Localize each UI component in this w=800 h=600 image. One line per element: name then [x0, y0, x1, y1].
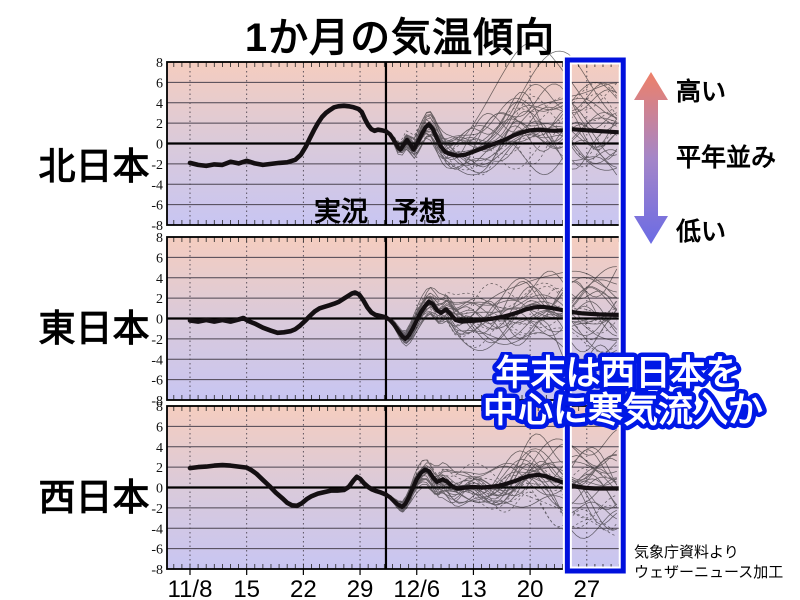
headline-banner: 年末は西日本を 中心に寒気流入か	[478, 352, 767, 434]
svg-text:-4: -4	[151, 353, 163, 368]
svg-text:-6: -6	[151, 199, 163, 214]
source-line-2: ウェザーニュース加工	[634, 564, 784, 581]
svg-text:0: 0	[156, 138, 163, 153]
legend-normal: 平年並み	[676, 144, 777, 172]
x-tick-label: 29	[347, 576, 374, 600]
svg-text:8: 8	[156, 56, 163, 71]
source-line-1: 気象庁資料より	[634, 544, 739, 561]
legend-high: 高い	[676, 78, 727, 106]
svg-text:4: 4	[156, 441, 163, 456]
region-label-west-japan: 西日本	[38, 477, 150, 518]
svg-text:4: 4	[156, 272, 163, 287]
svg-text:0: 0	[156, 313, 163, 328]
svg-text:-2: -2	[151, 502, 163, 517]
panel-東日本: 8 6 4 2 0 -2 -4 -6 -8	[151, 231, 621, 409]
x-tick-label: 13	[460, 576, 487, 600]
x-axis-labels: 11/8 15 22 29 12/6 13 20 27	[168, 569, 600, 600]
svg-text:8: 8	[156, 231, 163, 246]
x-tick-label: 11/8	[168, 576, 213, 600]
page-title: 1か月の気温傾向	[244, 16, 556, 60]
legend-low: 低い	[676, 218, 727, 246]
svg-text:4: 4	[156, 97, 163, 112]
banner-line-2: 中心に寒気流入か	[483, 391, 763, 430]
svg-text:0: 0	[156, 482, 163, 497]
observed-line	[187, 462, 389, 509]
svg-text:-6: -6	[151, 543, 163, 558]
banner-line-1: 年末は西日本を	[495, 354, 740, 393]
svg-text:-8: -8	[151, 563, 163, 578]
x-tick-label: 22	[290, 576, 317, 600]
source-attribution: 気象庁資料より ウェザーニュース加工	[634, 543, 783, 583]
observed-line	[187, 103, 389, 169]
region-label-east-japan: 東日本	[38, 308, 150, 349]
temperature-scale-arrow-icon	[634, 72, 668, 244]
svg-text:-4: -4	[151, 178, 163, 193]
x-tick-label: 12/6	[393, 576, 440, 600]
x-tick-label: 27	[573, 576, 600, 600]
panel-西日本: 8 6 4 2 0 -2 -4 -6 -8	[151, 400, 621, 578]
svg-text:2: 2	[156, 461, 163, 476]
svg-text:8: 8	[156, 400, 163, 415]
svg-text:6: 6	[156, 76, 163, 91]
panel-北日本: 8 6 4 2 0 -2 -4 -6 -8	[151, 42, 621, 234]
svg-text:2: 2	[156, 292, 163, 307]
svg-text:6: 6	[156, 251, 163, 266]
svg-text:-2: -2	[151, 333, 163, 348]
svg-text:-8: -8	[151, 394, 163, 409]
x-tick-label: 15	[233, 576, 260, 600]
year-end-highlight-box	[564, 57, 626, 574]
observed-phase-label: 実況	[314, 197, 368, 227]
up-down-arrow-icon	[634, 72, 668, 244]
svg-text:-6: -6	[151, 374, 163, 389]
svg-text:-2: -2	[151, 158, 163, 173]
svg-text:-8: -8	[151, 219, 163, 234]
region-label-north-japan: 北日本	[38, 146, 150, 187]
svg-text:2: 2	[156, 117, 163, 132]
svg-text:6: 6	[156, 420, 163, 435]
x-tick-label: 20	[517, 576, 544, 600]
forecast-phase-label: 予想	[392, 197, 446, 227]
svg-text:-4: -4	[151, 522, 163, 537]
y-axis-labels: 8 6 4 2 0 -2 -4 -6 -8	[151, 56, 163, 234]
y-axis-labels: 8 6 4 2 0 -2 -4 -6 -8	[151, 400, 163, 578]
observed-line	[187, 290, 389, 336]
y-axis-labels: 8 6 4 2 0 -2 -4 -6 -8	[151, 231, 163, 409]
